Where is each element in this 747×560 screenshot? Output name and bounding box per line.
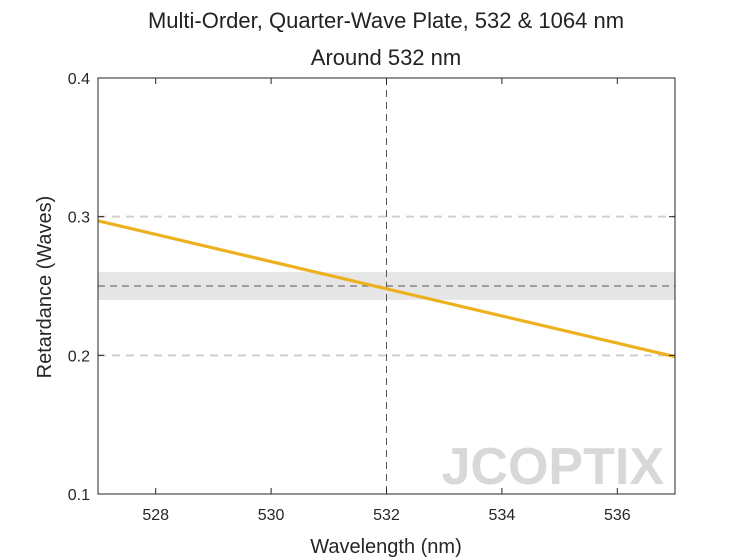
y-tick-label-2: 0.3 [68, 210, 90, 227]
watermark-text: JCOPTIX [442, 438, 665, 496]
y-tick-label-0: 0.1 [68, 487, 90, 504]
x-tick-label-1: 530 [258, 507, 285, 524]
y-tick-label-1: 0.2 [68, 348, 90, 365]
x-tick-label-3: 534 [489, 507, 516, 524]
watermark-logo: JCOPTIX [442, 438, 665, 496]
x-tick-label-0: 528 [142, 507, 169, 524]
x-tick-label-2: 532 [373, 507, 400, 524]
chart-subtitle: Around 532 nm [311, 45, 461, 70]
y-tick-label-3: 0.4 [68, 71, 90, 88]
chart-title: Multi-Order, Quarter-Wave Plate, 532 & 1… [148, 8, 624, 33]
series-line-0 [97, 219, 676, 359]
y-axis-label: Retardance (Waves) [34, 196, 56, 379]
x-axis-label: Wavelength (nm) [310, 536, 462, 558]
x-tick-label-4: 536 [604, 507, 631, 524]
